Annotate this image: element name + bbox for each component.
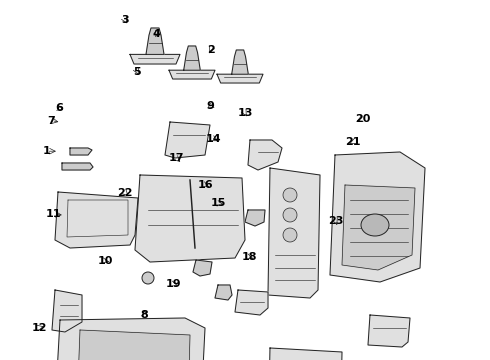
Polygon shape [232, 50, 248, 74]
Text: 5: 5 [133, 67, 141, 77]
Polygon shape [130, 54, 180, 64]
Polygon shape [368, 315, 410, 347]
Polygon shape [135, 175, 245, 262]
Text: 14: 14 [205, 134, 221, 144]
Circle shape [283, 208, 297, 222]
Polygon shape [165, 122, 210, 158]
Circle shape [142, 272, 154, 284]
Polygon shape [342, 185, 415, 270]
Polygon shape [169, 70, 215, 79]
Polygon shape [184, 46, 200, 70]
Text: 17: 17 [169, 153, 184, 163]
Text: 6: 6 [55, 103, 63, 113]
Text: 1: 1 [43, 146, 50, 156]
Text: 16: 16 [198, 180, 214, 190]
Polygon shape [217, 74, 263, 83]
Polygon shape [215, 285, 232, 300]
Text: 18: 18 [242, 252, 258, 262]
Text: 7: 7 [48, 116, 55, 126]
Polygon shape [235, 290, 268, 315]
Text: 10: 10 [98, 256, 113, 266]
Text: 23: 23 [328, 216, 343, 226]
Circle shape [283, 188, 297, 202]
Text: 20: 20 [355, 114, 370, 124]
Polygon shape [55, 318, 205, 360]
Text: 21: 21 [345, 137, 361, 147]
Text: 4: 4 [153, 29, 161, 39]
Text: 13: 13 [237, 108, 253, 118]
Polygon shape [193, 260, 212, 276]
Polygon shape [268, 348, 342, 360]
Polygon shape [62, 163, 93, 170]
Circle shape [283, 228, 297, 242]
Polygon shape [245, 210, 265, 226]
Text: 19: 19 [166, 279, 182, 289]
Text: 12: 12 [31, 323, 47, 333]
Text: 22: 22 [117, 188, 133, 198]
Ellipse shape [361, 214, 389, 236]
Polygon shape [248, 140, 282, 170]
Polygon shape [268, 168, 320, 298]
Text: 15: 15 [210, 198, 226, 208]
Polygon shape [77, 330, 190, 360]
Text: 11: 11 [46, 209, 62, 219]
Text: 2: 2 [207, 45, 215, 55]
Polygon shape [330, 152, 425, 282]
Polygon shape [70, 148, 92, 155]
Polygon shape [55, 192, 138, 248]
Text: 9: 9 [207, 101, 215, 111]
Text: 3: 3 [121, 15, 129, 25]
Polygon shape [52, 290, 82, 332]
Polygon shape [146, 28, 164, 54]
Text: 8: 8 [141, 310, 148, 320]
